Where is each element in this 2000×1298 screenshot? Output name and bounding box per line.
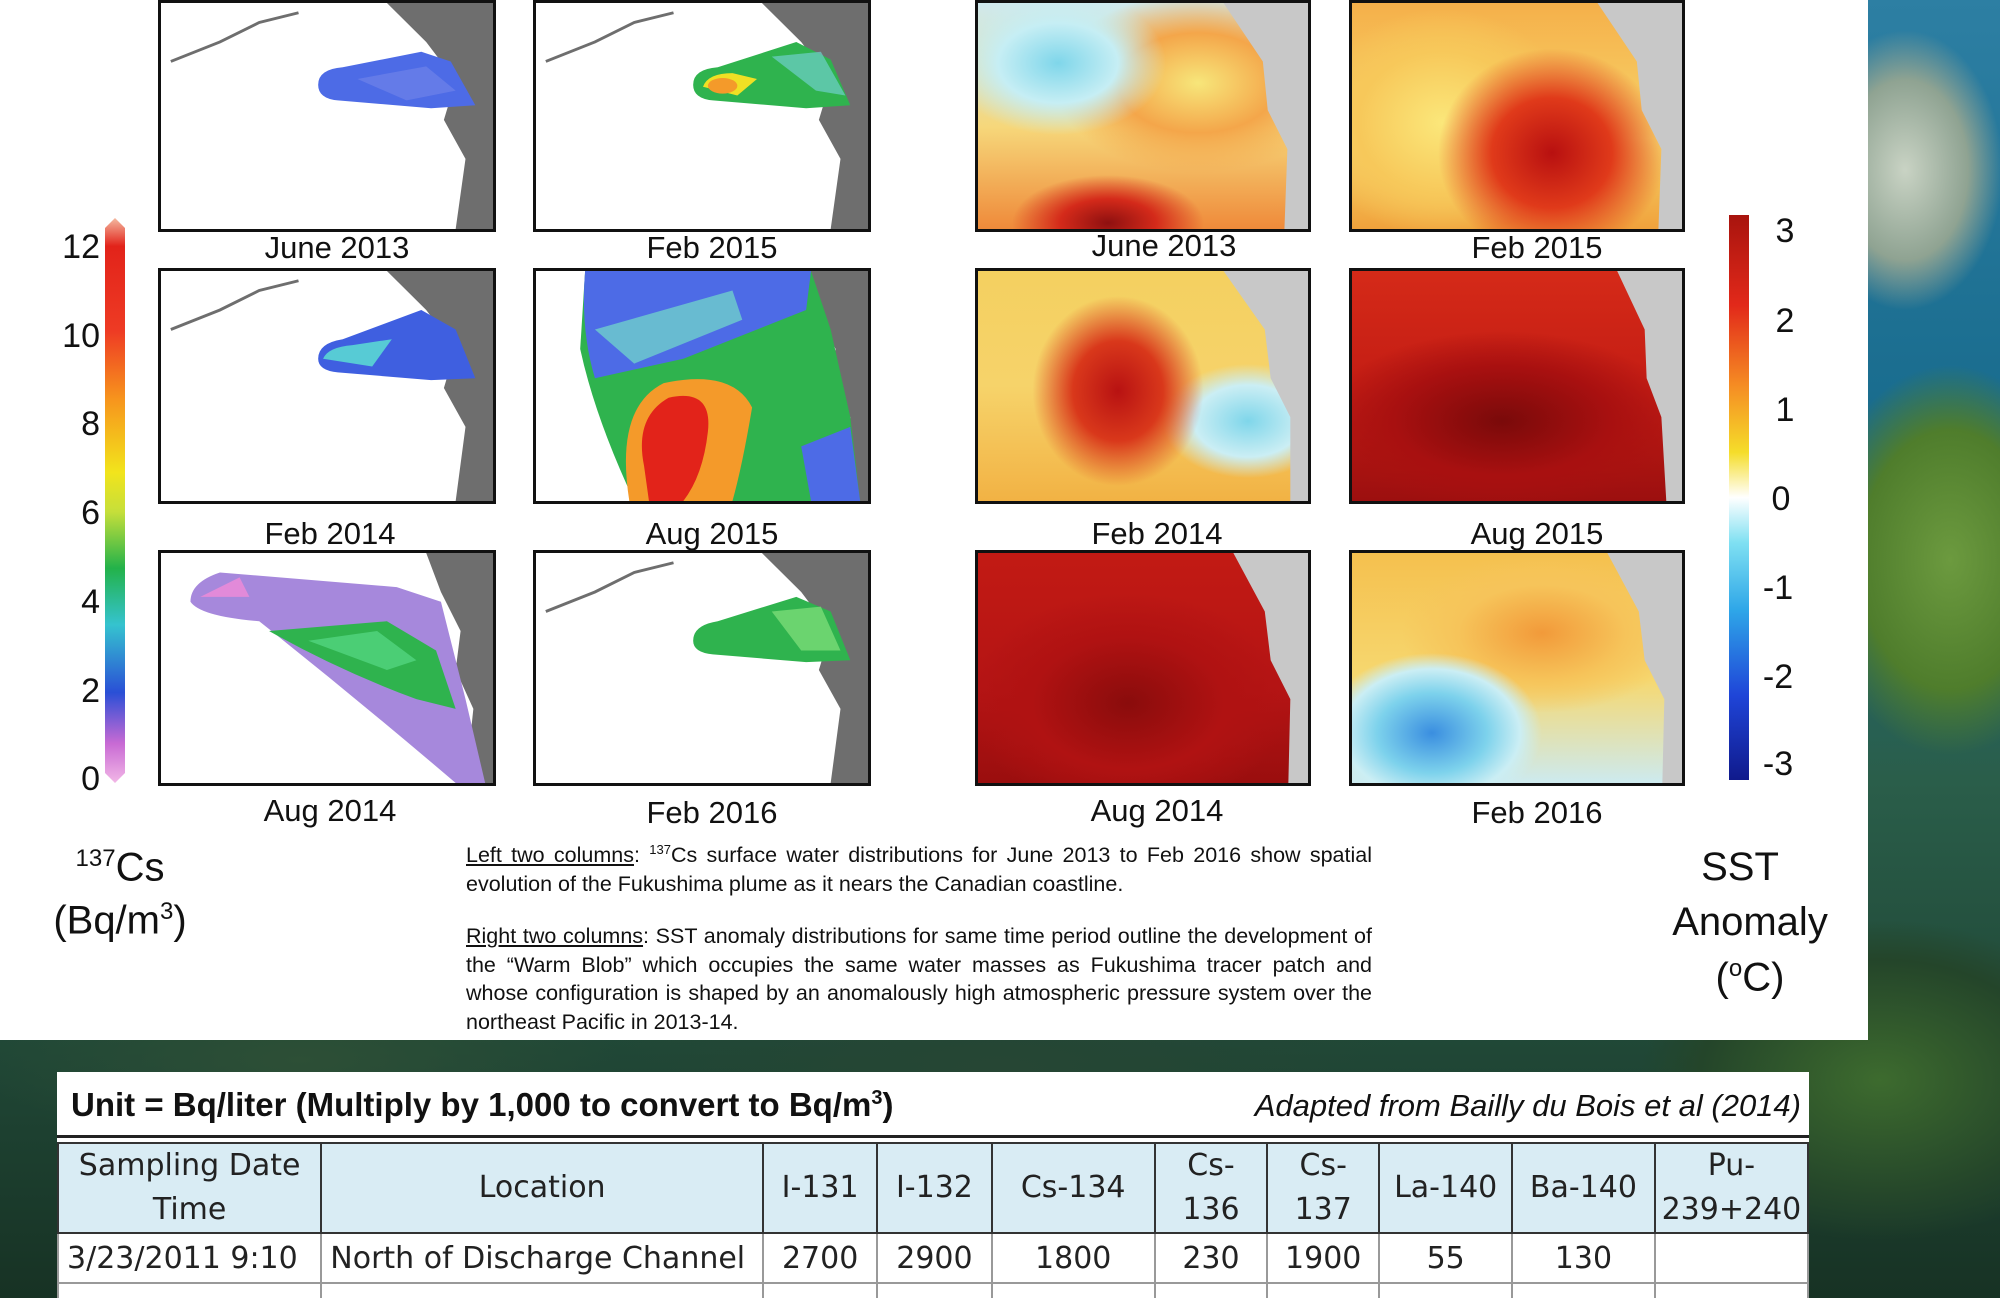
cs-colorbar-title: 137Cs	[75, 845, 165, 890]
sst-map-aug-2014	[975, 550, 1311, 786]
cs-map-aug-2015	[533, 268, 871, 504]
table-cell: North of Discharge Channel	[320, 1232, 764, 1284]
source-note: Adapted from Bailly du Bois et al (2014)	[1254, 1088, 1801, 1123]
cs-panel-label: Feb 2015	[646, 230, 778, 265]
sst-panel-label: Feb 2015	[1471, 230, 1603, 265]
table-title-bar: Unit = Bq/liter (Multiply by 1,000 to co…	[57, 1072, 1809, 1138]
sst-panel-label: Feb 2014	[1091, 516, 1223, 551]
cs-tick: 4	[81, 583, 100, 621]
column-header: Cs-136	[1153, 1142, 1269, 1234]
table-row-cut-off	[57, 1282, 1809, 1298]
column-header: Location	[320, 1142, 764, 1234]
cs-tick: 0	[81, 760, 100, 798]
table-cell: 2700	[761, 1232, 879, 1284]
sst-map-feb-2014	[975, 268, 1311, 504]
table-cell: 1900	[1266, 1232, 1381, 1284]
table-cell	[1653, 1232, 1809, 1284]
cs-map-feb-2014	[158, 268, 496, 504]
cs-panel-label: Feb 2014	[264, 516, 396, 551]
table-cell: 3/23/2011 9:10	[57, 1232, 323, 1284]
sst-map-aug-2015	[1349, 268, 1685, 504]
cs-tick: 8	[81, 405, 100, 443]
sst-tick: -1	[1762, 569, 1794, 607]
table-cell: 1800	[990, 1232, 1156, 1284]
sst-map-june-2013	[975, 0, 1311, 232]
cs-panel-label: Feb 2016	[646, 795, 778, 830]
sst-tick: 2	[1775, 302, 1795, 340]
data-table: Sampling Date Time Location I-131 I-132 …	[57, 1142, 1809, 1298]
sst-colorbar	[1729, 215, 1749, 780]
column-header: I-131	[761, 1142, 879, 1234]
column-header: Pu-239+240	[1653, 1142, 1809, 1234]
sst-tick: -3	[1762, 745, 1794, 783]
sst-colorbar-title-line2: Anomaly	[1672, 900, 1828, 944]
column-header: Cs-134	[990, 1142, 1156, 1234]
cs-tick: 6	[81, 494, 100, 532]
sst-panel-label: Aug 2015	[1470, 516, 1604, 551]
sst-tick: -2	[1762, 658, 1794, 696]
cs-map-feb-2015	[533, 0, 871, 232]
sst-colorbar-unit: (oC)	[1715, 955, 1785, 1000]
column-header: Ba-140	[1510, 1142, 1656, 1234]
sst-tick: 3	[1775, 212, 1795, 250]
radionuclide-table: Unit = Bq/liter (Multiply by 1,000 to co…	[57, 1072, 1809, 1298]
cs-tick: 2	[81, 672, 100, 710]
table-cell: 230	[1153, 1232, 1269, 1284]
sst-colorbar-title-line1: SST	[1701, 845, 1779, 889]
cs-map-feb-2016	[533, 550, 871, 786]
cs-colorbar-unit: (Bq/m3)	[53, 898, 187, 943]
sst-panel-label: June 2013	[1091, 228, 1237, 263]
cs-colorbar	[103, 218, 127, 783]
cs-tick: 10	[62, 317, 100, 355]
table-cell: 2900	[876, 1232, 993, 1284]
cs-panel-label: Aug 2014	[263, 793, 397, 828]
cs-map-aug-2014	[158, 550, 496, 786]
column-header: I-132	[876, 1142, 993, 1234]
caption-left: Left two columns: 137Cs surface water di…	[466, 842, 1373, 896]
sst-panel-label: Feb 2016	[1471, 795, 1603, 830]
table-cell: 55	[1378, 1232, 1513, 1284]
cs-tick: 12	[62, 228, 100, 266]
unit-note: Unit = Bq/liter (Multiply by 1,000 to co…	[71, 1086, 894, 1123]
column-header: Sampling Date Time	[57, 1142, 323, 1234]
sst-map-feb-2016	[1349, 550, 1685, 786]
cs-map-june-2013	[158, 0, 496, 232]
sst-map-feb-2015	[1349, 0, 1685, 232]
column-header: Cs-137	[1266, 1142, 1381, 1234]
table-cell: 130	[1510, 1232, 1656, 1284]
figure-panel: 12 10 8 6 4 2 0 137Cs (Bq/m3)	[0, 0, 1868, 1040]
sst-tick: 0	[1771, 480, 1791, 518]
caption-right: Right two columns: SST anomaly distribut…	[466, 924, 1372, 1034]
cs-panel-label: June 2013	[264, 230, 410, 265]
sst-panel-label: Aug 2014	[1090, 793, 1224, 828]
sst-tick: 1	[1775, 391, 1795, 429]
cs-panel-label: Aug 2015	[645, 516, 779, 551]
table-row: 3/23/2011 9:10 North of Discharge Channe…	[57, 1232, 1809, 1284]
column-header: La-140	[1378, 1142, 1513, 1234]
